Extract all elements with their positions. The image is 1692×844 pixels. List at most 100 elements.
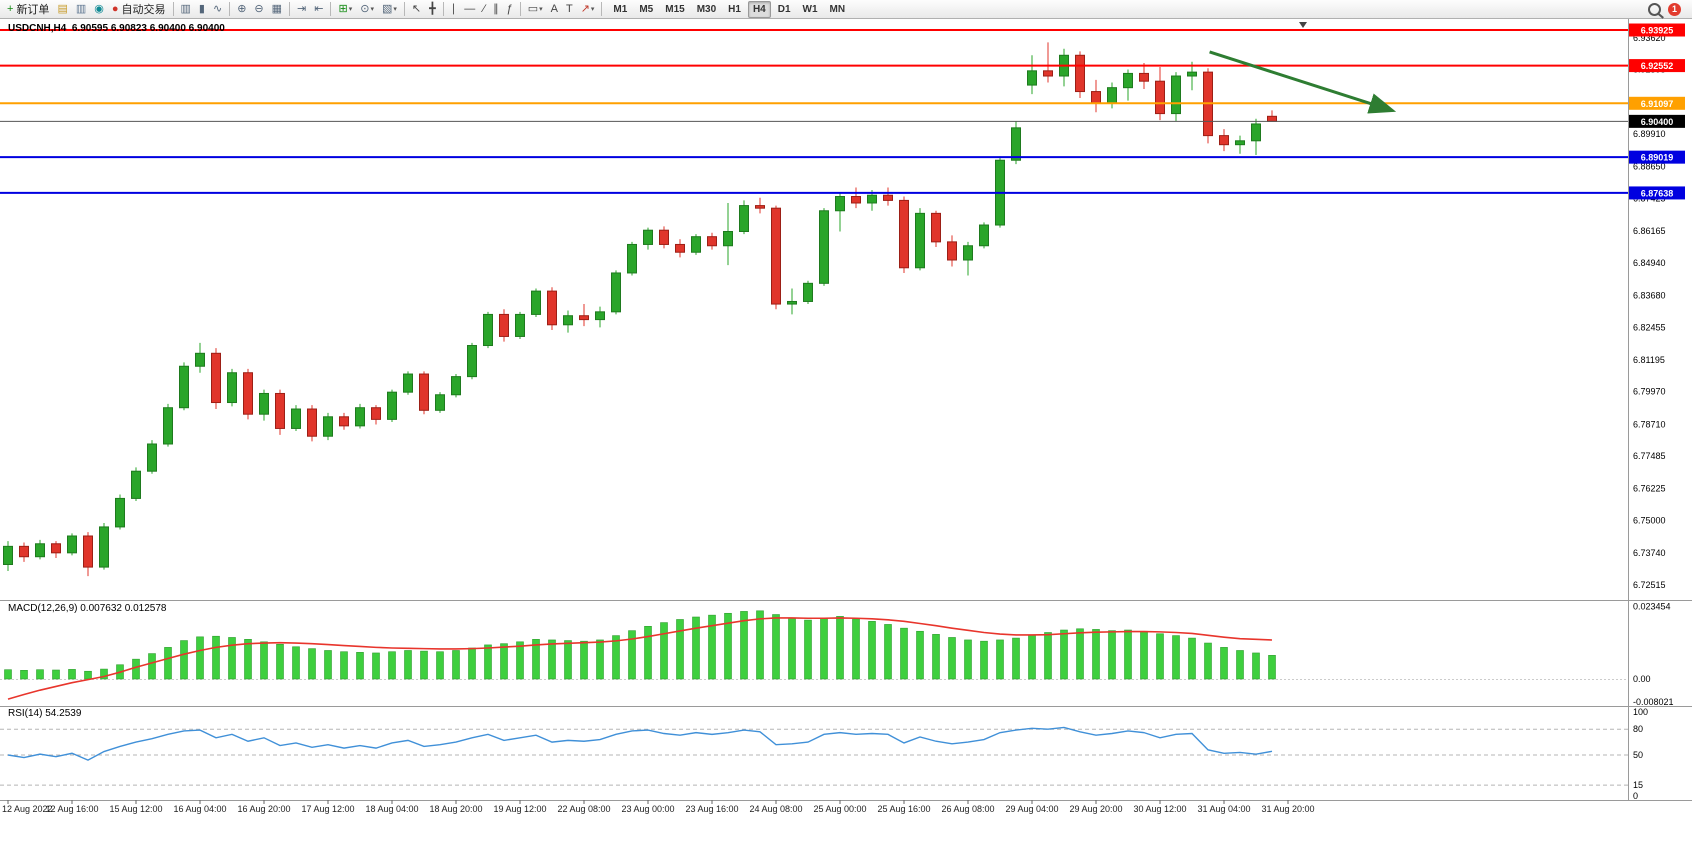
timeframe-w1-button[interactable]: W1 (802, 3, 818, 15)
candle (403, 373, 413, 393)
price-tick-label: 6.72515 (1633, 580, 1666, 590)
macd-bar (468, 647, 476, 680)
time-label: 19 Aug 12:00 (493, 804, 546, 814)
zoom-out-button[interactable]: ⊖ (250, 0, 267, 19)
price-badge-label: 6.90400 (1641, 117, 1674, 127)
time-label: 12 Aug 16:00 (45, 804, 98, 814)
cursor-button[interactable]: ↖ (408, 0, 425, 19)
search-icon[interactable] (1648, 2, 1661, 16)
bar-chart-button[interactable]: ▥ (177, 0, 195, 19)
timeframe-m15-button[interactable]: M15 (665, 3, 685, 15)
horizontal-line-button[interactable]: ― (460, 0, 479, 19)
candlestick-chart-button[interactable]: ▮ (195, 0, 209, 19)
macd-bar (276, 643, 284, 680)
timeframe-m5-button[interactable]: M5 (639, 3, 654, 15)
candle (83, 535, 93, 568)
candle (851, 196, 861, 204)
timeframe-mn-button[interactable]: MN (829, 3, 846, 15)
notification-badge[interactable]: 1 (1668, 2, 1681, 16)
macd-bar (820, 617, 828, 680)
macd-bar (868, 621, 876, 680)
macd-bar (628, 630, 636, 680)
trendline-button[interactable]: ∕ (479, 0, 489, 19)
timeframe-toolbar: M1 M5 M15 M30 H1 H4 D1 W1 MN (607, 0, 851, 18)
timeframe-d1-button[interactable]: D1 (777, 3, 791, 15)
macd-bar (964, 639, 972, 680)
timeframe-m30-button[interactable]: M30 (696, 3, 717, 15)
auto-scroll-button[interactable]: ⇥ (293, 0, 310, 19)
price-tick-label: 6.88650 (1633, 162, 1666, 172)
templates-button[interactable]: ▧ ▾ (378, 0, 401, 19)
templates-icon: ▧ (381, 2, 393, 15)
text-label-icon: T (565, 2, 573, 15)
dropdown-arrow-icon: ▾ (539, 6, 543, 13)
text-button[interactable]: A (547, 0, 562, 19)
timeframe-h1-button[interactable]: H1 (728, 3, 741, 15)
time-label: 16 Aug 20:00 (237, 804, 290, 814)
toolbar-separator (229, 2, 231, 16)
toolbar-separator (330, 2, 332, 16)
macd-bar (308, 648, 316, 680)
candle (931, 212, 941, 243)
macd-bar (436, 651, 444, 680)
vertical-line-button[interactable]: ∣ (447, 0, 461, 19)
macd-bar (916, 630, 924, 680)
new-order-icon: + (7, 2, 14, 15)
macd-bar (228, 637, 236, 680)
macd-bar (20, 670, 28, 680)
chart-shift-button[interactable]: ⇤ (310, 0, 327, 19)
candle (371, 407, 381, 420)
print-button[interactable]: ▥ (72, 0, 90, 19)
zoom-in-button[interactable]: ⊕ (233, 0, 250, 19)
candle (1011, 127, 1021, 161)
new-chart-button[interactable]: ▤ (53, 0, 71, 19)
candle (259, 392, 269, 415)
price-tick-label: 6.75000 (1633, 515, 1666, 525)
periods-button[interactable]: ⊙ ▾ (356, 0, 378, 19)
arrows-button[interactable]: ↗ ▾ (577, 0, 599, 19)
candle (771, 207, 781, 305)
crosshair-button[interactable]: ╋ (425, 0, 440, 19)
dropdown-arrow-icon: ▾ (393, 6, 397, 13)
shapes-button[interactable]: ▭ ▾ (524, 0, 547, 19)
macd-bar (196, 636, 204, 680)
time-label: 30 Aug 12:00 (1133, 804, 1186, 814)
text-label-button[interactable]: T (562, 0, 577, 19)
macd-bar (788, 617, 796, 680)
candle (307, 408, 317, 437)
autotrading-button[interactable]: ● 自动交易 (108, 0, 170, 19)
candle (419, 373, 429, 411)
zoom-out-icon: ⊖ (254, 2, 264, 15)
macd-bar (980, 640, 988, 680)
trendline-icon: ∕ (483, 2, 486, 15)
candle (899, 199, 909, 269)
candle (787, 300, 797, 305)
community-icon: ◉ (94, 2, 104, 15)
candle (483, 313, 493, 347)
macd-bar (1172, 635, 1180, 680)
candle (611, 272, 621, 313)
fibonacci-button[interactable]: ƒ (503, 0, 517, 19)
candle (243, 372, 253, 415)
toolbar-separator (172, 2, 174, 16)
time-label: 18 Aug 20:00 (429, 804, 482, 814)
vertical-line-icon: ∣ (450, 2, 457, 15)
tile-windows-button[interactable]: ▦ (268, 0, 286, 19)
timeframe-h4-button[interactable]: H4 (747, 0, 771, 18)
indicators-button[interactable]: ⊞ ▾ (334, 0, 356, 19)
macd-bar (564, 640, 572, 680)
new-order-button[interactable]: + 新订单 (3, 0, 53, 19)
community-button[interactable]: ◉ (90, 0, 108, 19)
price-badge (1629, 59, 1685, 73)
macd-bar (36, 669, 44, 680)
price-tick-label: 6.82455 (1633, 322, 1666, 332)
timeframe-m1-button[interactable]: M1 (613, 3, 628, 15)
price-tick-label: 6.76225 (1633, 484, 1666, 494)
macd-bar (580, 640, 588, 680)
channel-button[interactable]: ∥ (489, 0, 503, 19)
time-label: 15 Aug 12:00 (109, 804, 162, 814)
trend-arrow[interactable] (1209, 50, 1397, 114)
line-chart-button[interactable]: ∿ (209, 0, 226, 19)
candle (3, 545, 13, 565)
price-badge (1629, 186, 1685, 200)
